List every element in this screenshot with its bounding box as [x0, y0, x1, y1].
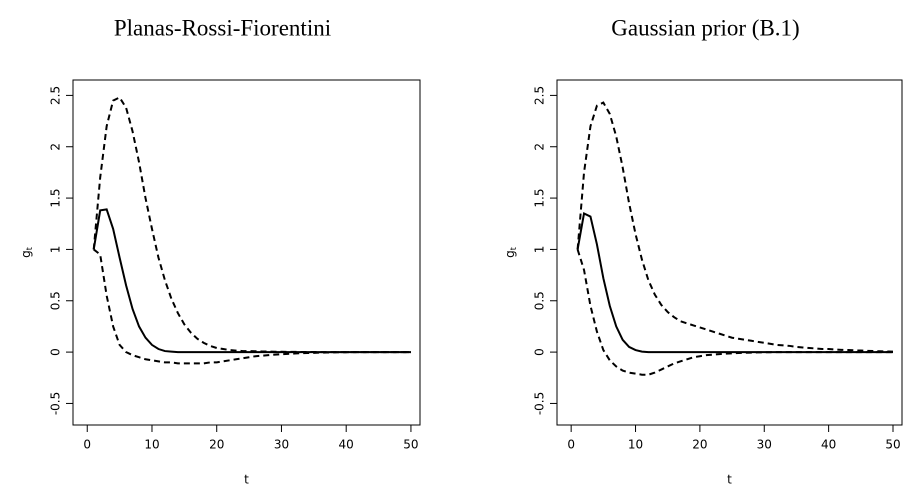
y-tick-label: -0.5	[533, 392, 547, 415]
x-tick-label: 30	[274, 438, 289, 452]
chart-title: Gaussian prior (B.1)	[611, 15, 799, 40]
y-axis-label-main: g	[19, 250, 33, 258]
y-axis-label-sub: t	[509, 247, 518, 250]
series-line	[576, 249, 893, 376]
y-axis-label: gt	[19, 247, 34, 258]
y-tick-label: 2	[533, 143, 547, 151]
y-tick-label: 0	[49, 348, 63, 356]
series-line	[93, 248, 411, 365]
x-axis-label: t	[727, 473, 732, 487]
x-tick-label: 20	[209, 438, 224, 452]
y-tick-label: 1	[49, 246, 63, 254]
y-tick-label: 2	[49, 143, 63, 151]
series-line	[92, 208, 411, 354]
y-tick-label: -0.5	[49, 392, 63, 415]
series-line	[92, 96, 411, 354]
x-tick-label: 20	[692, 438, 707, 452]
y-tick-label: 2.5	[49, 86, 63, 105]
plot-frame	[556, 79, 903, 426]
x-tick-label: 40	[821, 438, 836, 452]
y-axis-label-sub: t	[25, 247, 34, 250]
y-tick-label: 0	[533, 348, 547, 356]
y-axis-label: gt	[503, 247, 518, 258]
x-tick-label: 0	[567, 438, 575, 452]
plot-frame	[72, 79, 421, 426]
x-tick-label: 10	[144, 438, 159, 452]
x-tick-label: 30	[757, 438, 772, 452]
x-axis-label: t	[244, 473, 249, 487]
x-tick-label: 50	[885, 438, 900, 452]
y-tick-label: 1	[533, 246, 547, 254]
x-tick-label: 40	[339, 438, 354, 452]
series-line	[576, 212, 893, 354]
x-tick-label: 50	[403, 438, 418, 452]
y-axis-label-main: g	[503, 250, 517, 258]
chart-title: Planas-Rossi-Fiorentini	[114, 15, 331, 40]
y-tick-label: 0.5	[533, 291, 547, 310]
y-tick-label: 0.5	[49, 291, 63, 310]
y-tick-label: 1.5	[533, 189, 547, 208]
series-line	[576, 101, 894, 353]
x-tick-label: 0	[83, 438, 91, 452]
x-tick-label: 10	[628, 438, 643, 452]
y-tick-label: 1.5	[49, 189, 63, 208]
y-tick-label: 2.5	[533, 86, 547, 105]
